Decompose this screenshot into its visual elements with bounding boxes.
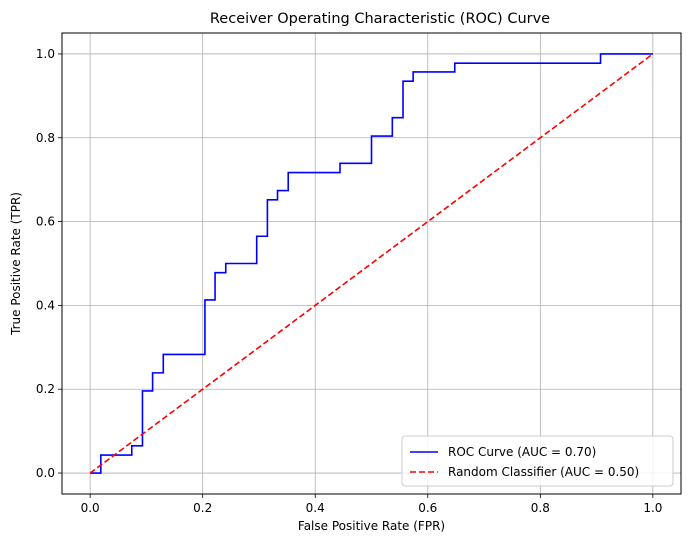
y-tick-label: 0.6 <box>36 215 55 229</box>
y-tick-label: 0.4 <box>36 298 55 312</box>
y-tick-label: 0.0 <box>36 466 55 480</box>
x-tick-label: 0.0 <box>81 501 100 515</box>
series-layer <box>89 53 654 474</box>
legend-box <box>401 435 674 487</box>
y-tick-label: 1.0 <box>36 47 55 61</box>
chart-title: Receiver Operating Characteristic (ROC) … <box>210 11 550 27</box>
x-tick-label: 0.2 <box>193 501 212 515</box>
x-tick-label: 0.8 <box>531 501 550 515</box>
x-tick-label: 0.6 <box>418 501 437 515</box>
x-axis-label: False Positive Rate (FPR) <box>298 519 445 533</box>
ticks: 0.0 0.2 0.4 0.6 0.8 1.0 0.0 0.2 0.4 0.6 0.8 1.0 <box>36 47 663 515</box>
y-tick-label: 0.8 <box>36 131 55 145</box>
legend: ROC Curve (AUC = 0.70) Random Classifier … <box>401 435 674 487</box>
x-tick-label: 0.4 <box>306 501 325 515</box>
y-axis-label: True Positive Rate (TPR) <box>9 192 23 336</box>
roc-curve-line <box>90 53 653 474</box>
plot-frame <box>61 32 682 495</box>
legend-random-label: Random Classifier (AUC = 0.50) <box>448 465 639 479</box>
y-tick-label: 0.2 <box>36 382 55 396</box>
x-tick-label: 1.0 <box>643 501 662 515</box>
random-classifier-line <box>89 53 654 474</box>
legend-roc-label: ROC Curve (AUC = 0.70) <box>448 445 596 459</box>
grid <box>62 33 681 494</box>
